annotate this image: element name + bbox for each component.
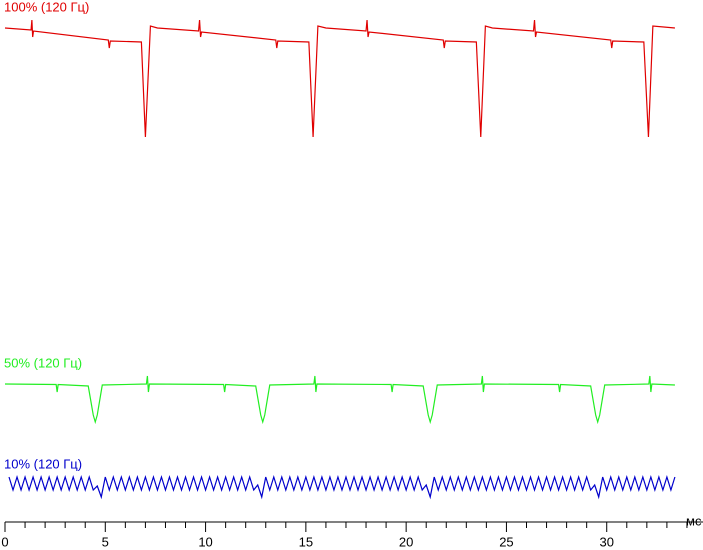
trace-label: 50% (120 Гц) bbox=[4, 355, 82, 370]
trace bbox=[4, 19, 675, 138]
x-axis-label: мс bbox=[686, 513, 702, 528]
x-tick-label: 10 bbox=[198, 534, 212, 549]
trace-label: 100% (120 Гц) bbox=[4, 0, 89, 14]
x-tick-label: 0 bbox=[1, 534, 8, 549]
x-tick-label: 5 bbox=[102, 534, 109, 549]
x-tick-label: 20 bbox=[399, 534, 413, 549]
trace-label: 10% (120 Гц) bbox=[4, 456, 82, 471]
x-tick-label: 30 bbox=[599, 534, 613, 549]
trace bbox=[8, 474, 676, 500]
x-tick-label: 25 bbox=[499, 534, 513, 549]
x-tick-label: 15 bbox=[299, 534, 313, 549]
trace bbox=[4, 375, 675, 425]
